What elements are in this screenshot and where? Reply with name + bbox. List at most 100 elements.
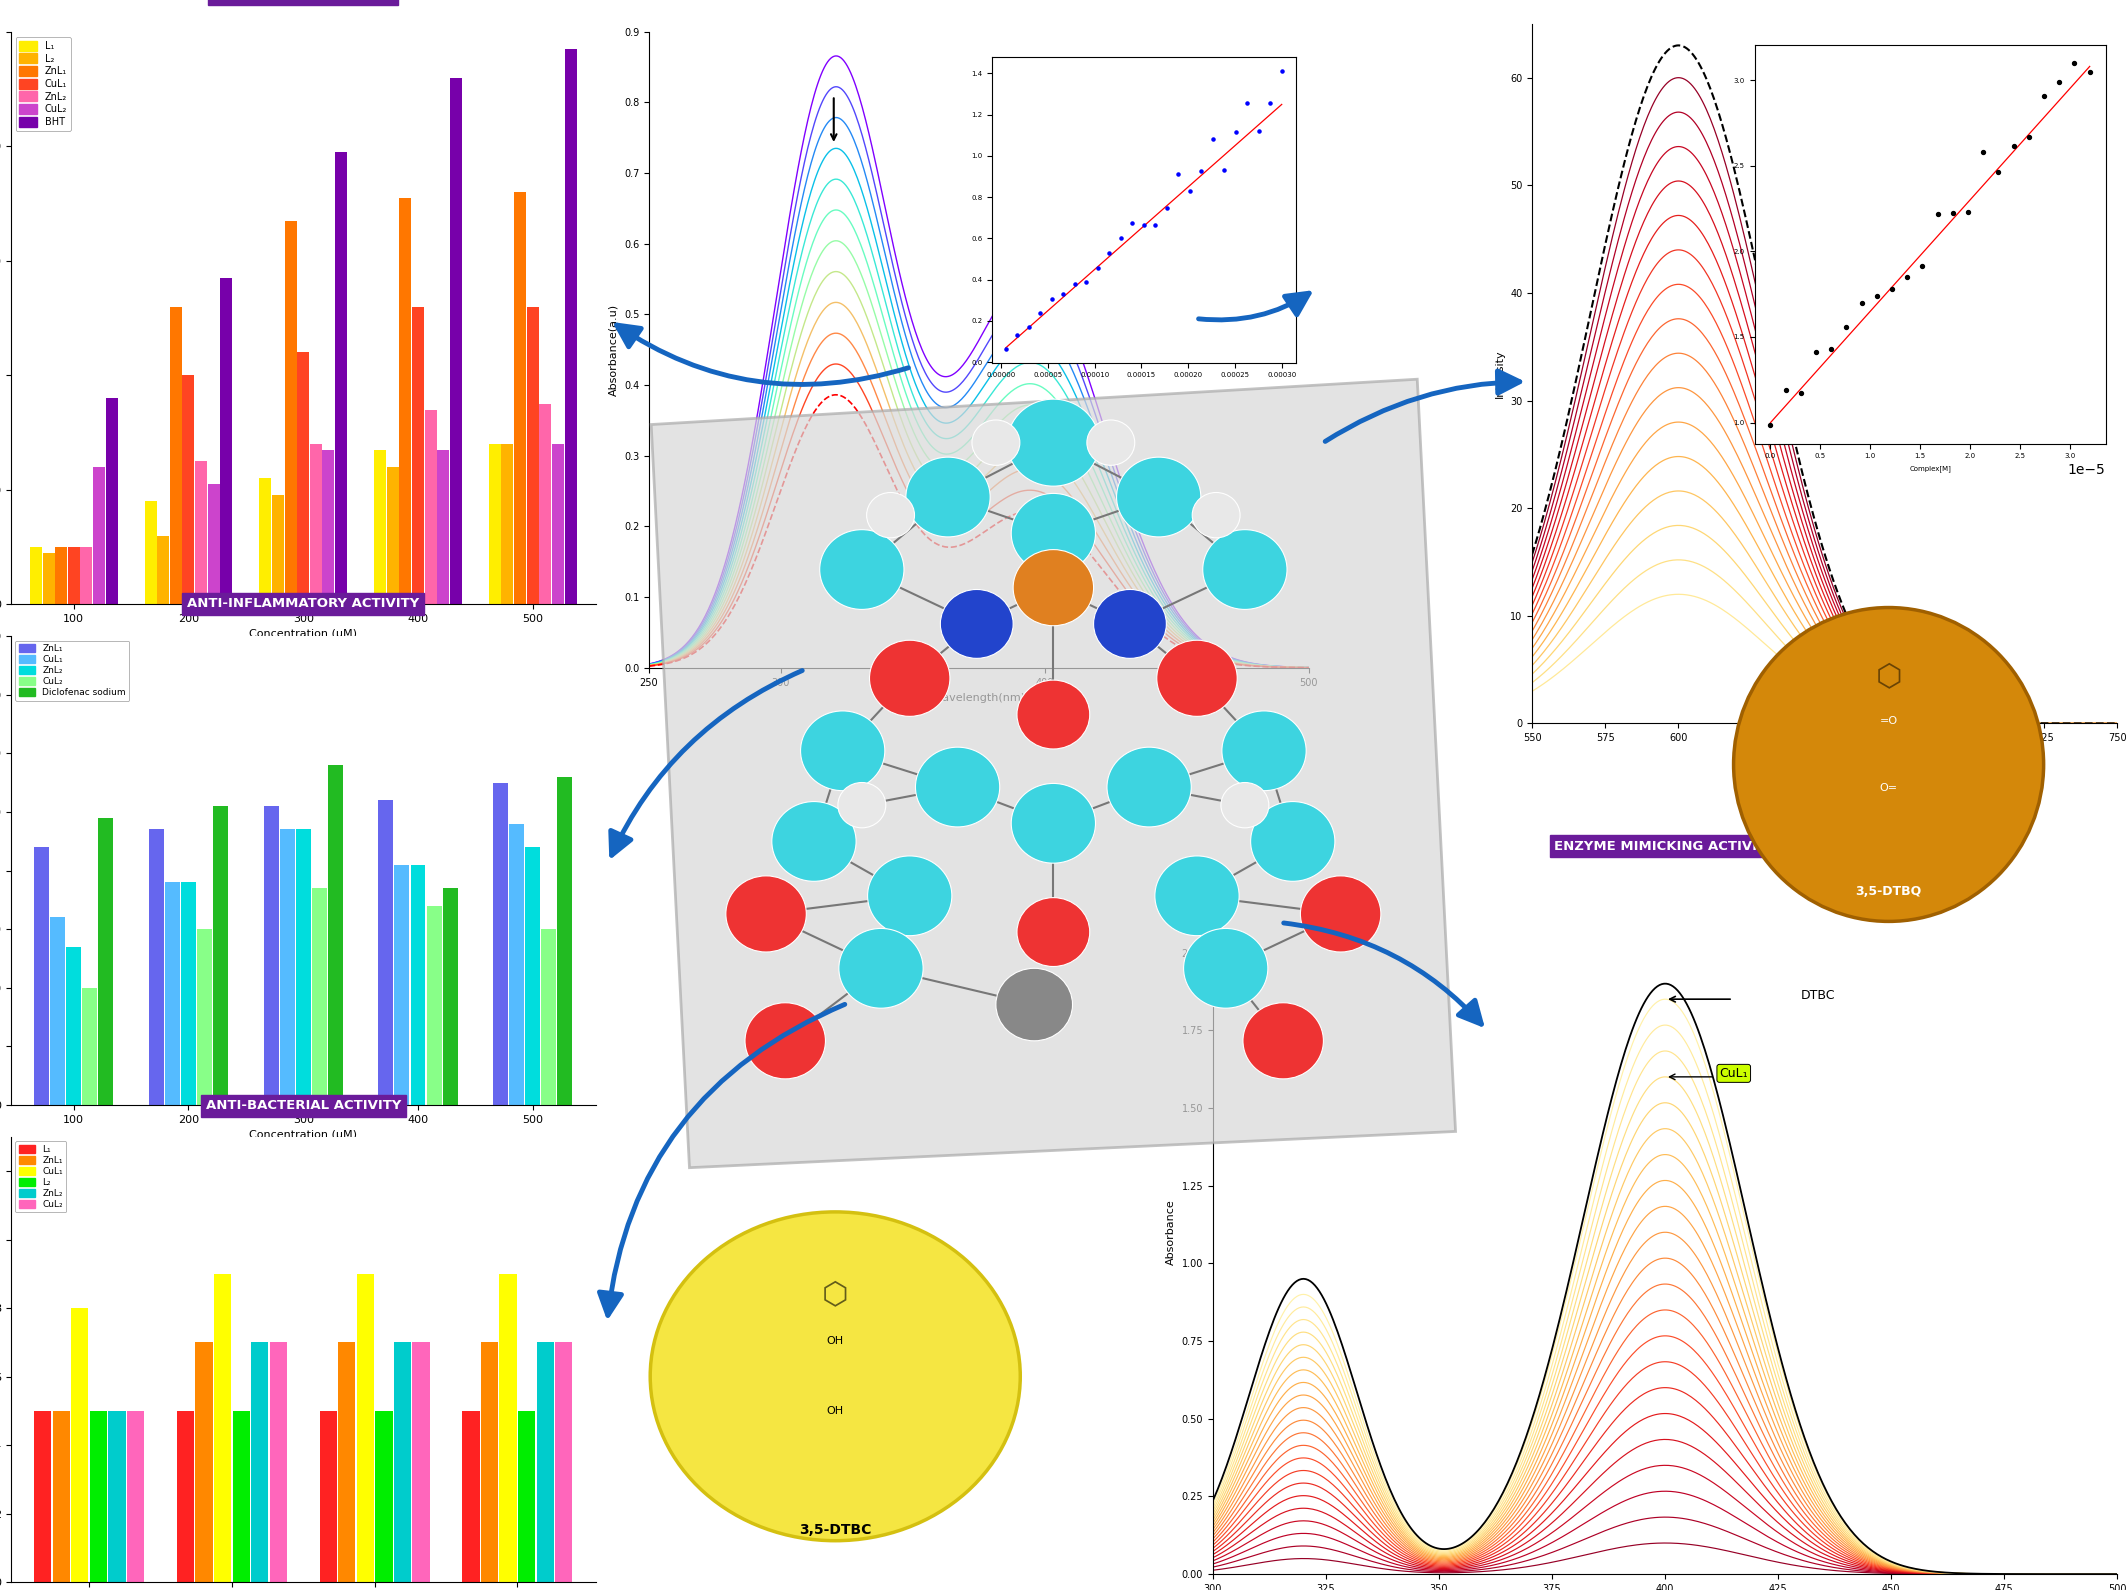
Bar (285, 221, 296, 604)
Circle shape (1221, 782, 1268, 828)
Bar (449, 78, 462, 604)
Text: OH: OH (826, 1406, 845, 1417)
Bar (55, 547, 68, 604)
Bar (436, 450, 449, 604)
Bar (166, 882, 181, 1105)
Bar (81, 547, 92, 604)
Legend: L₁, L₂, ZnL₁, CuL₁, ZnL₂, CuL₂, BHT: L₁, L₂, ZnL₁, CuL₁, ZnL₂, CuL₂, BHT (15, 37, 70, 130)
Bar (198, 929, 213, 1105)
Bar (170, 307, 181, 604)
Circle shape (1107, 747, 1192, 827)
Text: ANTI-INFLAMMATORY ACTIVITY: ANTI-INFLAMMATORY ACTIVITY (187, 598, 419, 611)
Circle shape (1094, 590, 1166, 658)
Circle shape (1011, 493, 1096, 572)
X-axis label: Concentration (μM): Concentration (μM) (249, 1130, 358, 1140)
Bar (296, 830, 311, 1105)
Bar (387, 467, 398, 604)
Circle shape (972, 420, 1019, 466)
Circle shape (1734, 607, 2043, 922)
Bar (209, 483, 219, 604)
Circle shape (915, 747, 1000, 827)
Bar (379, 800, 394, 1105)
Bar (34, 1410, 51, 1582)
Bar (413, 1342, 430, 1582)
Bar (251, 1342, 268, 1582)
Text: 3,5-DTBQ: 3,5-DTBQ (1856, 886, 1922, 898)
Circle shape (996, 968, 1073, 1041)
Circle shape (1011, 784, 1096, 863)
Bar (181, 882, 196, 1105)
Bar (43, 553, 55, 604)
Circle shape (1017, 898, 1090, 967)
Bar (500, 1274, 517, 1582)
Circle shape (726, 876, 807, 952)
Y-axis label: Intensity: Intensity (1494, 350, 1504, 398)
Circle shape (838, 782, 885, 828)
Circle shape (1087, 420, 1134, 466)
X-axis label: Wavelength(nm): Wavelength(nm) (1779, 749, 1871, 758)
Bar (53, 1410, 70, 1582)
Bar (221, 278, 232, 604)
Bar (502, 444, 513, 604)
Circle shape (1117, 458, 1200, 537)
X-axis label: Concentration (μM): Concentration (μM) (249, 630, 358, 639)
Text: ANTI-BACTERIAL ACTIVITY: ANTI-BACTERIAL ACTIVITY (206, 1099, 400, 1113)
Bar (157, 536, 170, 604)
Bar (213, 806, 228, 1105)
Circle shape (838, 929, 924, 1008)
Bar (270, 1342, 287, 1582)
Bar (313, 889, 328, 1105)
Text: ⬡: ⬡ (1875, 663, 1902, 692)
Bar (541, 929, 555, 1105)
Bar (264, 806, 279, 1105)
Bar (538, 404, 551, 604)
Legend: ZnL₁, CuL₁, ZnL₂, CuL₂, Diclofenac sodium: ZnL₁, CuL₁, ZnL₂, CuL₂, Diclofenac sodiu… (15, 641, 130, 701)
Circle shape (866, 493, 915, 537)
Bar (196, 461, 206, 604)
Bar (94, 467, 104, 604)
Y-axis label: Absorbance(a.u): Absorbance(a.u) (609, 304, 619, 396)
Bar (30, 547, 43, 604)
Bar (462, 1410, 479, 1582)
Circle shape (1017, 681, 1090, 749)
Bar (279, 830, 294, 1105)
Circle shape (819, 529, 904, 609)
Bar (106, 398, 117, 604)
Bar (555, 1342, 572, 1582)
Bar (128, 1410, 145, 1582)
Bar (68, 547, 79, 604)
Bar (536, 1342, 553, 1582)
Bar (426, 410, 436, 604)
Circle shape (1300, 876, 1381, 952)
Bar (323, 450, 334, 604)
Bar (375, 450, 385, 604)
Bar (334, 153, 347, 604)
Circle shape (1013, 550, 1094, 626)
Bar (551, 444, 564, 604)
Bar (149, 830, 164, 1105)
Bar (515, 192, 526, 604)
Circle shape (1158, 641, 1236, 717)
Circle shape (868, 855, 951, 935)
Text: DTBC: DTBC (1800, 989, 1834, 1002)
Circle shape (800, 711, 885, 790)
Circle shape (772, 801, 855, 881)
Circle shape (1202, 529, 1287, 609)
Bar (319, 1410, 336, 1582)
Polygon shape (651, 380, 1456, 1167)
Bar (517, 1410, 536, 1582)
Bar (558, 776, 572, 1105)
Bar (109, 1410, 126, 1582)
Bar (481, 1342, 498, 1582)
Bar (89, 1410, 106, 1582)
Text: CuL₁: CuL₁ (1719, 1067, 1747, 1080)
Circle shape (1251, 801, 1334, 881)
Bar (145, 501, 157, 604)
Bar (338, 1342, 355, 1582)
Bar (394, 865, 409, 1105)
Circle shape (907, 458, 990, 537)
Bar (298, 353, 309, 604)
Bar (426, 906, 440, 1105)
Bar (564, 49, 577, 604)
Bar (375, 1410, 392, 1582)
